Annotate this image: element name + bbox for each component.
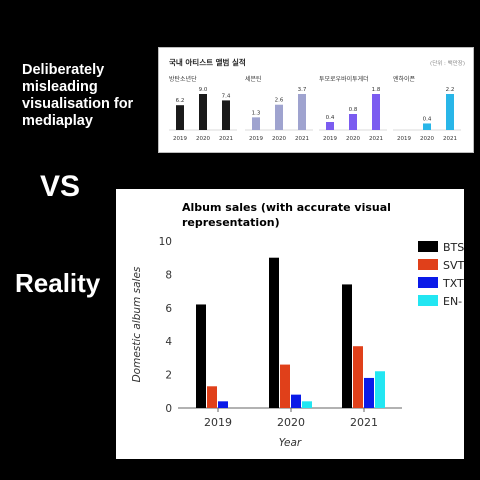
mini-group-name: 방탄소년단 — [169, 75, 197, 83]
mini-bar — [298, 94, 306, 130]
mini-x-tick: 2020 — [196, 136, 210, 142]
mini-bar-label: 2.2 — [446, 87, 455, 93]
chart-title: representation) — [182, 216, 280, 229]
mini-bar-label: 7.4 — [222, 93, 231, 99]
x-tick-label: 2019 — [204, 416, 232, 429]
x-axis-label: Year — [279, 437, 302, 449]
y-tick-label: 2 — [165, 370, 172, 382]
left-caption: Deliberately misleading visualisation fo… — [22, 62, 134, 129]
mini-group-name: 투모로우바이투게더 — [319, 75, 369, 83]
bar-en-2021 — [375, 371, 385, 408]
mini-x-tick: 2021 — [443, 136, 457, 142]
mini-x-tick: 2020 — [420, 136, 434, 142]
bar-txt-2020 — [291, 394, 301, 408]
mini-x-tick: 2021 — [295, 136, 309, 142]
bar-svt-2021 — [353, 346, 363, 408]
legend-label: SVT — [443, 259, 464, 272]
bar-txt-2021 — [364, 377, 374, 408]
y-tick-label: 0 — [165, 403, 172, 415]
bar-bts-2020 — [269, 257, 279, 408]
x-tick-label: 2021 — [350, 416, 378, 429]
mini-chart-unit: (단위 : 백만장) — [430, 59, 465, 67]
mini-x-tick: 2019 — [173, 136, 187, 142]
mini-bar — [372, 94, 380, 130]
mini-bar — [423, 123, 431, 130]
mini-bar-label: 6.2 — [176, 98, 185, 104]
mini-chart-title: 국내 아티스트 앨범 실적 — [169, 57, 246, 67]
bar-svt-2020 — [280, 364, 290, 408]
mini-bar-label: 2.6 — [275, 98, 284, 104]
mini-bar-label: 0.4 — [326, 115, 335, 121]
bar-bts-2019 — [196, 304, 206, 408]
legend-swatch — [418, 295, 438, 306]
accurate-chart: Album sales (with accurate visual represe… — [131, 201, 464, 449]
legend-swatch — [418, 277, 438, 288]
bar-en-2020 — [302, 401, 312, 408]
legend-swatch — [418, 259, 438, 270]
legend-label: EN- — [443, 295, 462, 308]
mini-bar — [446, 94, 454, 130]
y-tick-label: 6 — [165, 303, 172, 315]
y-tick-label: 4 — [165, 336, 172, 348]
mini-bar — [176, 105, 184, 130]
legend-label: TXT — [442, 277, 464, 290]
mini-bar-label: 1.8 — [372, 87, 381, 93]
mini-x-tick: 2019 — [249, 136, 263, 142]
legend-label: BTS — [443, 241, 464, 254]
mini-bar — [252, 117, 260, 130]
y-axis-label: Domestic album sales — [131, 266, 143, 382]
mini-bar — [349, 114, 357, 130]
mini-bar — [222, 100, 230, 130]
legend-swatch — [418, 241, 438, 252]
mini-bar-label: 9.0 — [199, 87, 208, 93]
vs-label: VS — [40, 170, 81, 203]
x-tick-label: 2020 — [277, 416, 305, 429]
mini-x-tick: 2021 — [219, 136, 233, 142]
mini-x-tick: 2020 — [272, 136, 286, 142]
mini-bar-label: 1.3 — [252, 110, 261, 116]
bar-svt-2019 — [207, 386, 217, 408]
chart-title: Album sales (with accurate visual — [182, 201, 391, 214]
mini-group-name: 세븐틴 — [245, 75, 262, 83]
mini-group-name: 엔하이픈 — [393, 75, 416, 83]
accurate-chart-panel: Album sales (with accurate visual represe… — [116, 189, 464, 459]
mini-bar — [326, 122, 334, 130]
mini-bar — [199, 94, 207, 130]
mini-x-tick: 2021 — [369, 136, 383, 142]
mini-x-tick: 2019 — [397, 136, 411, 142]
y-tick-label: 10 — [159, 236, 172, 248]
misleading-chart-panel: 국내 아티스트 앨범 실적 (단위 : 백만장) 방탄소년단 6.2 2019 9.0 20… — [158, 47, 474, 153]
mini-bar-label: 3.7 — [298, 87, 307, 93]
mini-x-tick: 2020 — [346, 136, 360, 142]
mini-bar-label: 0.4 — [423, 116, 432, 122]
y-tick-label: 8 — [165, 269, 172, 281]
mini-bar-label: 0.8 — [349, 107, 358, 113]
mini-bar — [275, 104, 283, 130]
reality-label: Reality — [15, 268, 101, 298]
bar-bts-2021 — [342, 284, 352, 408]
misleading-chart: 국내 아티스트 앨범 실적 (단위 : 백만장) 방탄소년단 6.2 2019 9.0 20… — [169, 57, 465, 142]
mini-x-tick: 2019 — [323, 136, 337, 142]
bar-txt-2019 — [218, 401, 228, 408]
